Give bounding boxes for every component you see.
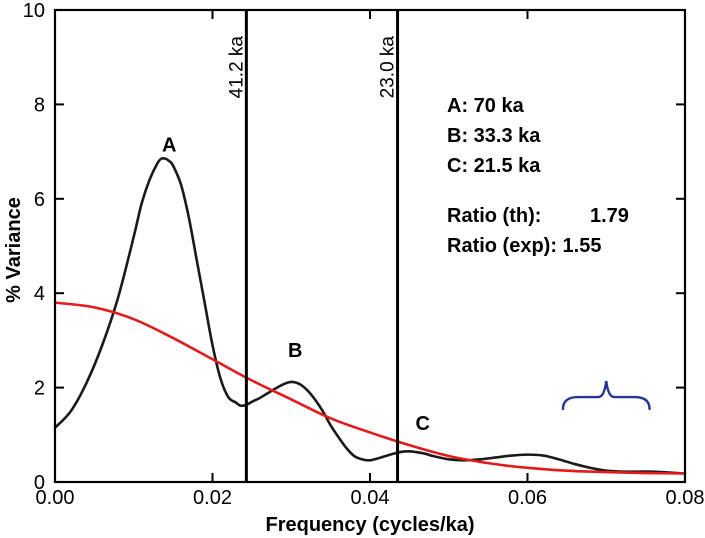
info-ratio-th-label: Ratio (th): — [447, 205, 541, 227]
y-axis-title: % Variance — [3, 197, 25, 303]
peak-label-c: C — [416, 413, 430, 435]
series-line-red-noise — [53, 301, 687, 475]
y-tick-label: 10 — [23, 0, 45, 22]
peak-label-a: A — [162, 135, 176, 157]
x-tick-label: 0.06 — [508, 487, 547, 509]
info-ratio-th-value: 1.79 — [590, 205, 629, 227]
x-tick-label: 0.02 — [193, 487, 232, 509]
y-tick-label: 2 — [34, 378, 45, 400]
y-tick-label: 0 — [34, 472, 45, 494]
vertical-line-label: 41.2 ka — [226, 36, 247, 99]
vertical-line-label: 23.0 ka — [378, 36, 399, 99]
y-tick-label: 4 — [34, 283, 45, 305]
series-line-spectrum — [53, 156, 687, 475]
info-line-b: B: 33.3 ka — [447, 125, 541, 147]
y-tick-label: 6 — [34, 189, 45, 211]
brace-mark — [561, 380, 651, 411]
x-tick-label: 0.08 — [666, 487, 705, 509]
y-tick-label: 8 — [34, 94, 45, 116]
x-tick-label: 0.00 — [36, 487, 75, 509]
peak-label-b: B — [288, 340, 302, 362]
info-ratio-exp: Ratio (exp): 1.55 — [447, 235, 601, 257]
info-line-a: A: 70 ka — [447, 95, 525, 117]
info-line-c: C: 21.5 ka — [447, 155, 541, 177]
x-axis-title: Frequency (cycles/ka) — [266, 514, 475, 536]
info-box: A: 70 ka B: 33.3 ka C: 21.5 ka Ratio (th… — [447, 95, 629, 257]
x-tick-label: 0.04 — [351, 487, 390, 509]
